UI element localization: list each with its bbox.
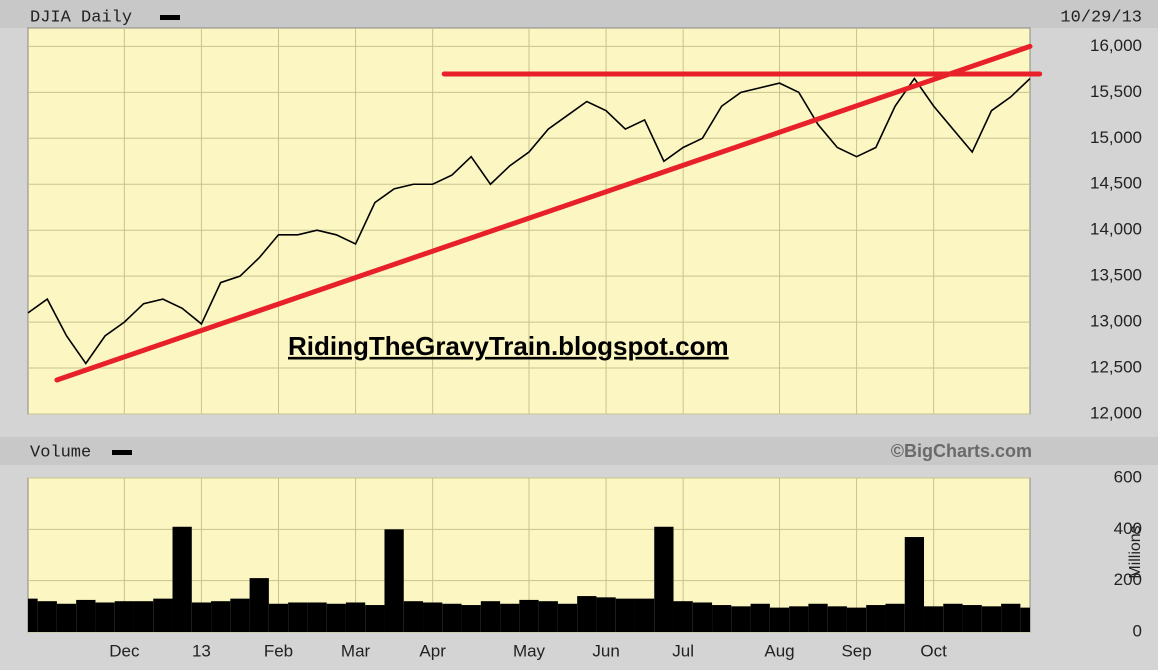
y-tick-label: 14,000 (1090, 220, 1142, 239)
volume-bar (827, 606, 847, 632)
volume-bar (789, 606, 809, 632)
volume-bar (133, 601, 154, 632)
volume-bar (307, 602, 327, 632)
volume-bar (461, 605, 481, 632)
volume-bar (423, 602, 443, 632)
volume-bar (37, 601, 57, 632)
volume-bar (1001, 603, 1021, 632)
x-tick-label: Feb (264, 641, 293, 660)
y-tick-label: 400 (1114, 519, 1142, 538)
trend-line (54, 43, 1033, 383)
price-line (27, 77, 1031, 365)
x-tick-label: Aug (764, 641, 794, 660)
x-tick-label: 13 (192, 641, 211, 660)
volume-bar (557, 603, 578, 632)
x-tick-label: Dec (109, 641, 140, 660)
volume-bar (384, 529, 404, 632)
volume-bar (692, 602, 713, 632)
header-strip (0, 0, 1158, 28)
volume-bar (924, 606, 944, 632)
volume-bar (808, 603, 828, 632)
volume-bar (885, 603, 905, 632)
volume-bar (28, 598, 38, 632)
volume-bar (519, 599, 539, 632)
volume-bar (268, 603, 289, 632)
volume-bar (95, 602, 115, 632)
volume-bar (538, 601, 558, 632)
y-tick-label: 0 (1133, 621, 1142, 640)
volume-bar (153, 598, 173, 632)
volume-bar (731, 606, 751, 632)
volume-bar (365, 605, 385, 632)
volume-bar (76, 599, 96, 632)
volume-bar (634, 598, 655, 632)
x-tick-label: Jul (672, 641, 694, 660)
x-tick-label: May (513, 641, 546, 660)
volume-bar (712, 605, 732, 632)
volume-bar (596, 597, 616, 632)
y-tick-label: 200 (1114, 570, 1142, 589)
volume-bar (846, 607, 867, 632)
volume-bar (615, 598, 635, 632)
chart-date: 10/29/13 (1060, 8, 1142, 27)
x-tick-label: Mar (341, 641, 371, 660)
y-tick-label: 12,500 (1090, 358, 1142, 377)
volume-bar (442, 603, 462, 632)
y-tick-label: 15,000 (1090, 128, 1142, 147)
volume-bar (56, 603, 77, 632)
volume-bar (326, 603, 346, 632)
y-tick-label: 15,500 (1090, 82, 1142, 101)
volume-bar (673, 601, 693, 632)
legend-icon (160, 15, 180, 20)
volume-bar (288, 602, 308, 632)
volume-strip (0, 437, 1158, 465)
x-tick-label: Oct (920, 641, 947, 660)
x-tick-label: Jun (592, 641, 619, 660)
y-tick-label: 16,000 (1090, 36, 1142, 55)
volume-bar (1020, 607, 1030, 632)
volume-bar (904, 537, 925, 632)
x-tick-label: Apr (419, 641, 446, 660)
y-tick-label: 600 (1114, 467, 1142, 486)
legend-icon (112, 450, 132, 455)
volume-bar (230, 598, 250, 632)
volume-bar (480, 601, 501, 632)
volume-bar (403, 601, 424, 632)
volume-bar (654, 526, 674, 632)
volume-title: Volume (30, 443, 91, 462)
x-tick-label: Sep (841, 641, 871, 660)
volume-bar (750, 603, 770, 632)
volume-bar (866, 605, 886, 632)
y-tick-label: 14,500 (1090, 174, 1142, 193)
volume-bar (943, 603, 963, 632)
volume-bar (172, 526, 192, 632)
volume-bar (577, 596, 597, 632)
y-tick-label: 13,000 (1090, 312, 1142, 331)
chart-title: DJIA Daily (30, 8, 132, 27)
volume-bar (345, 602, 366, 632)
y-tick-label: 12,000 (1090, 403, 1142, 422)
credit: ©BigCharts.com (891, 441, 1032, 461)
volume-bar (191, 602, 212, 632)
y-tick-label: 13,500 (1090, 266, 1142, 285)
volume-bar (962, 605, 982, 632)
volume-bar (114, 601, 134, 632)
watermark: RidingTheGravyTrain.blogspot.com (288, 331, 729, 361)
volume-bar (769, 607, 790, 632)
y-axis-label: Millions (1127, 525, 1144, 578)
plot-layer: 12,000 12,500 13,000 13,500 14,000 14,500 15,0… (27, 28, 1142, 660)
volume-bar (981, 606, 1002, 632)
volume-bar (211, 601, 231, 632)
volume-bar (500, 603, 520, 632)
volume-bar (249, 578, 269, 632)
